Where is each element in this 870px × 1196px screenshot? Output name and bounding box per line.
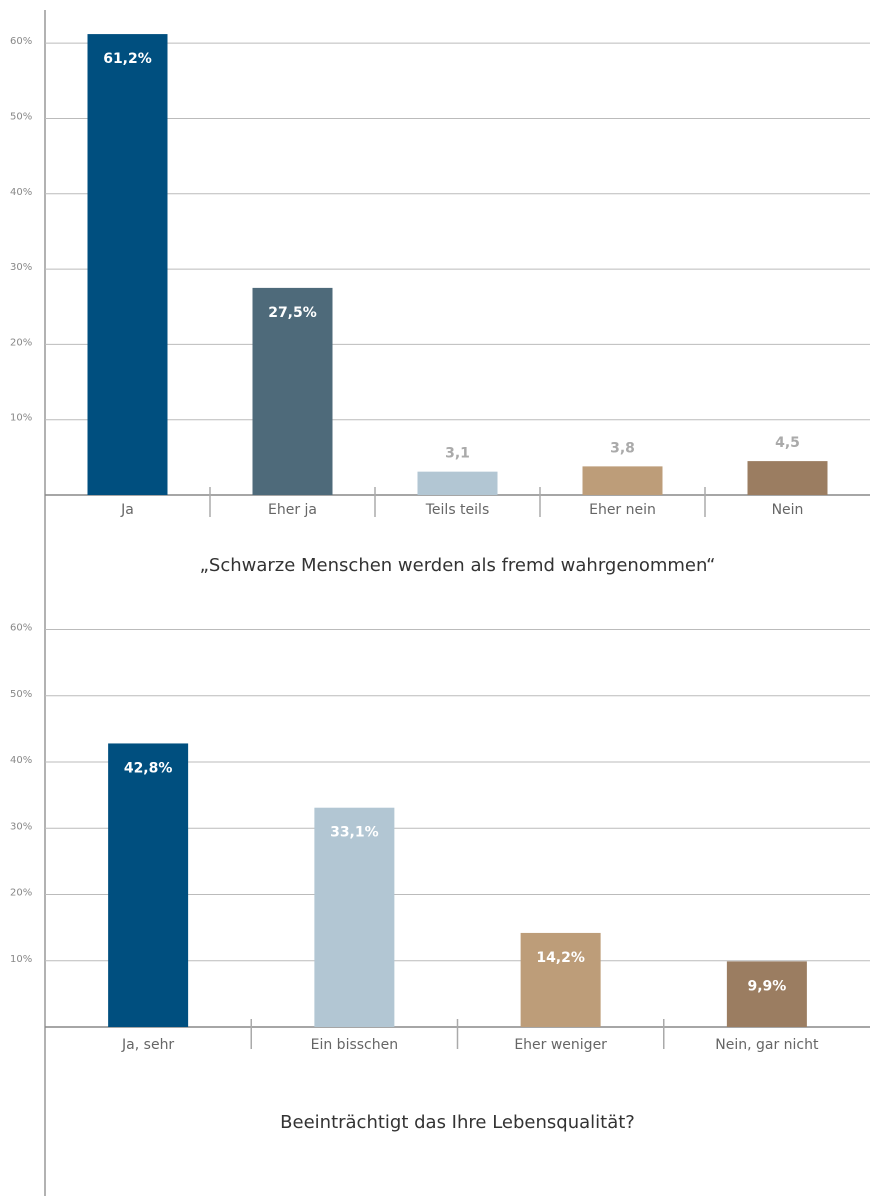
value-label: 42,8% xyxy=(124,760,173,776)
value-label: 61,2% xyxy=(103,51,152,67)
x-tick-label: Teils teils xyxy=(425,502,490,518)
chart-title: „Schwarze Menschen werden als fremd wahr… xyxy=(200,555,716,576)
bar xyxy=(747,461,828,495)
value-label: 14,2% xyxy=(536,950,585,966)
bar xyxy=(582,466,663,495)
y-tick-label: 40% xyxy=(10,755,32,766)
y-tick-label: 50% xyxy=(10,689,32,700)
y-tick-label: 10% xyxy=(10,954,32,965)
y-tick-label: 50% xyxy=(10,111,32,122)
x-tick-label: Ein bisschen xyxy=(311,1037,398,1053)
y-tick-label: 40% xyxy=(10,187,32,198)
x-tick-label: Nein xyxy=(772,502,804,518)
x-tick-label: Nein, gar nicht xyxy=(715,1037,819,1053)
bar xyxy=(520,932,601,1027)
bar xyxy=(108,743,189,1027)
value-label: 3,1 xyxy=(445,446,470,462)
bar xyxy=(417,471,498,495)
value-label: 33,1% xyxy=(330,825,379,841)
y-tick-label: 60% xyxy=(10,623,32,634)
value-label: 4,5 xyxy=(775,435,800,451)
y-tick-label: 20% xyxy=(10,888,32,899)
chart-title: Beeinträchtigt das Ihre Lebensqualität? xyxy=(280,1112,635,1133)
x-tick-label: Eher nein xyxy=(589,502,656,518)
bar xyxy=(726,961,807,1027)
y-tick-label: 10% xyxy=(10,413,32,424)
x-tick-label: Ja xyxy=(120,502,134,518)
x-tick-label: Eher ja xyxy=(268,502,317,518)
y-tick-label: 60% xyxy=(10,36,32,47)
y-tick-label: 30% xyxy=(10,262,32,273)
y-tick-label: 20% xyxy=(10,337,32,348)
value-label: 3,8 xyxy=(610,440,635,456)
bar xyxy=(87,34,168,496)
y-tick-label: 30% xyxy=(10,821,32,832)
bar xyxy=(314,807,395,1027)
bar xyxy=(252,287,333,495)
x-tick-label: Eher weniger xyxy=(514,1037,607,1053)
value-label: 27,5% xyxy=(268,305,317,321)
value-label: 9,9% xyxy=(747,978,786,994)
x-tick-label: Ja, sehr xyxy=(121,1037,174,1053)
